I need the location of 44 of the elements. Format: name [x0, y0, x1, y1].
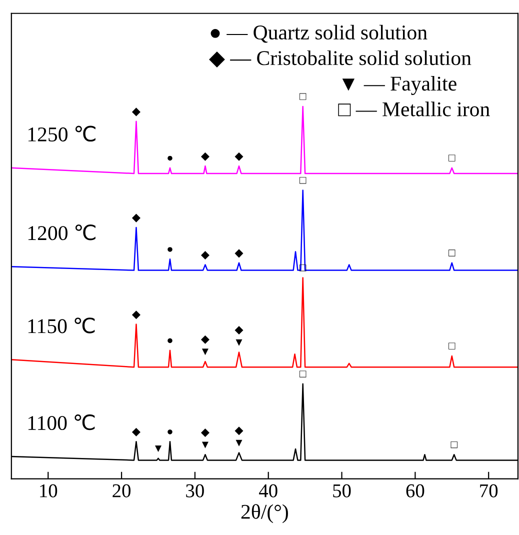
annotation: □: [448, 250, 456, 256]
annotation: ▼: [236, 440, 242, 446]
annotation: □: [300, 93, 306, 100]
x-axis-title: 2θ/(°): [241, 504, 288, 524]
annotation: ◆: [234, 426, 244, 436]
annotation: ◆: [132, 108, 140, 116]
annotation: ◆: [200, 251, 210, 260]
x-tick-label: 30: [186, 484, 204, 498]
x-tick-label: 70: [480, 484, 498, 498]
annotation: ◆: [234, 249, 244, 258]
x-tick-label: 60: [406, 484, 424, 498]
series-label: 1150 ℃: [28, 318, 95, 334]
text: ▼ — Fayalite: [342, 76, 456, 95]
annotation: ◆: [132, 214, 140, 222]
annotation: ●: [168, 430, 172, 434]
x-tick-label: 10: [40, 484, 58, 498]
annotation: □: [300, 370, 306, 378]
annotation: ◆: [234, 152, 244, 161]
annotation: ●: [168, 156, 172, 161]
annotation: ◆: [200, 152, 210, 161]
annotation: ◆: [234, 326, 244, 335]
x-tick-label: 20: [112, 484, 131, 498]
annotation: ●: [168, 247, 172, 252]
text: ● — Quartz solid solution: [210, 24, 428, 43]
annotation: □: [448, 154, 456, 162]
text: ◆ — Cristobalite solid solution: [209, 50, 472, 68]
annotation: ◆: [200, 335, 210, 344]
series-label: 1100 ℃: [28, 414, 95, 430]
series-label: 1250 ℃: [28, 126, 96, 142]
annotation: ▼: [154, 445, 162, 452]
annotation: ▼: [236, 339, 242, 346]
annotation: ◆: [132, 428, 140, 436]
x-tick-label: 40: [259, 484, 278, 498]
annotation: ◆: [132, 310, 140, 320]
series-label: 1200 ℃: [28, 224, 96, 240]
annotation: □ — Metallic iron: [338, 102, 490, 116]
annotation: □: [300, 177, 306, 184]
annotation: ●: [168, 338, 172, 344]
annotation: ▼: [202, 348, 208, 356]
x-tick-label: 50: [333, 484, 351, 498]
annotation: □: [450, 441, 458, 448]
annotation: ◆: [200, 428, 210, 437]
annotation: □: [448, 342, 456, 350]
annotation: ▼: [202, 442, 208, 448]
